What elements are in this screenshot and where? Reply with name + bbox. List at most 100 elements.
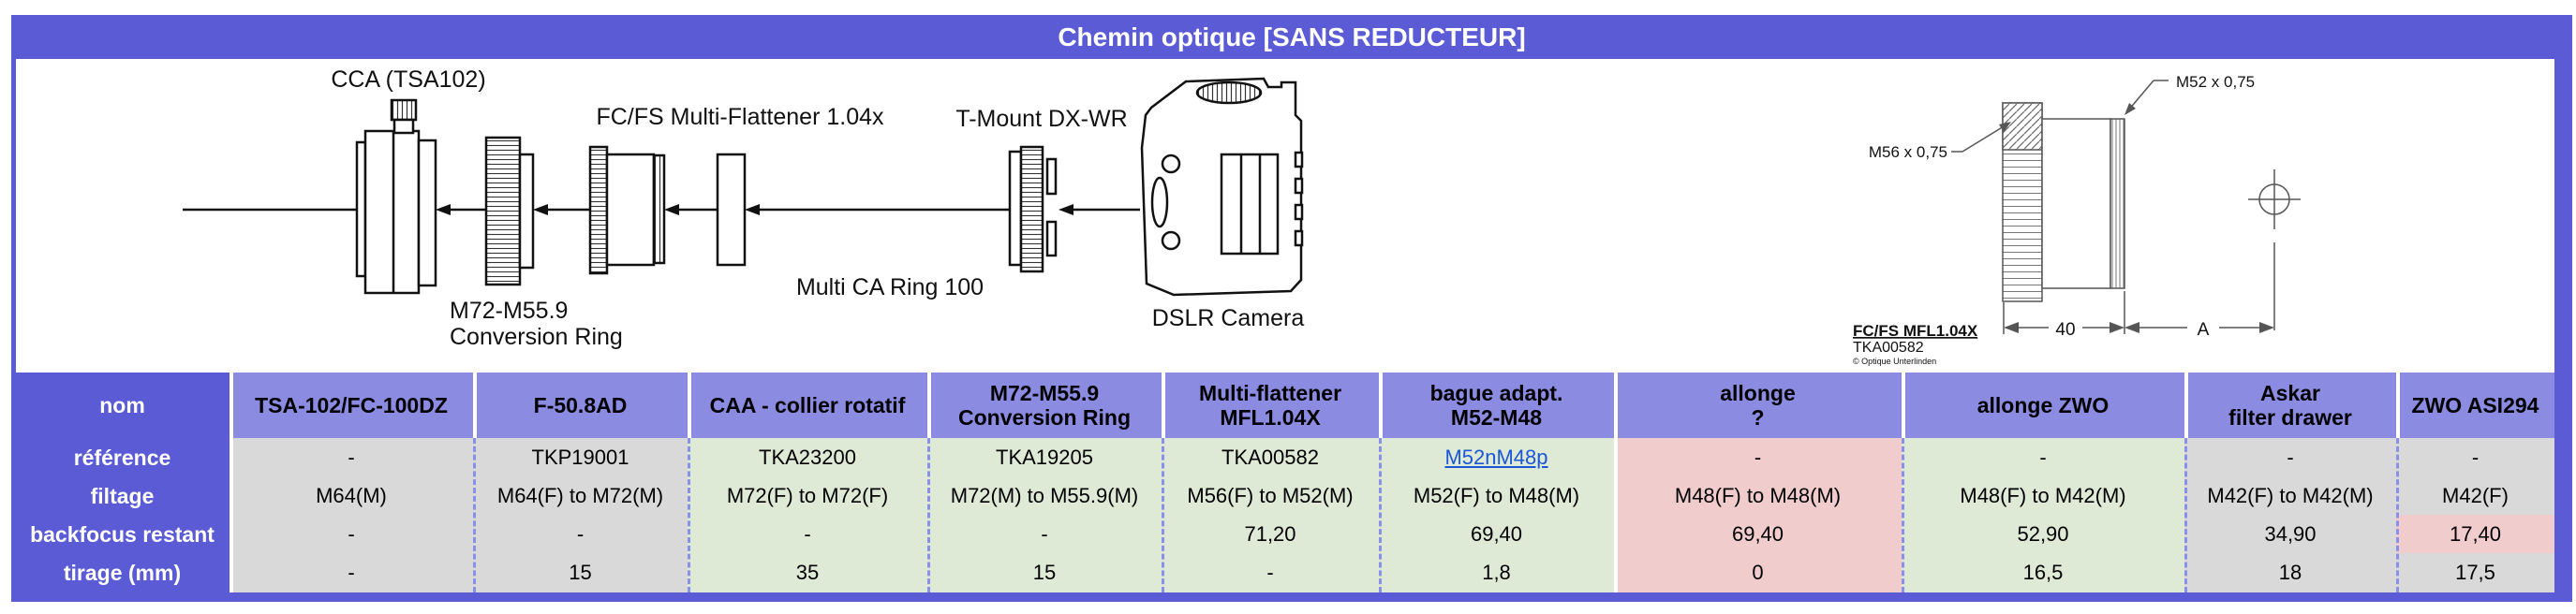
label-dim-40: 40 xyxy=(2055,320,2075,340)
column-separator xyxy=(2184,373,2188,438)
header-cell: Askar filter drawer xyxy=(2184,373,2396,438)
header-cell: TSA-102/FC-100DZ xyxy=(229,373,473,438)
data-cell: M64(F) to M72(M) xyxy=(473,476,688,515)
column-separator xyxy=(1379,373,1383,438)
column-dashed-separator xyxy=(473,438,476,592)
data-cell: - xyxy=(2396,438,2554,476)
optical-chain-drawing xyxy=(183,77,1304,297)
column-dashed-separator xyxy=(688,438,690,592)
data-cell: - xyxy=(688,515,927,553)
column-separator xyxy=(1162,373,1165,438)
data-cell: M56(F) to M52(M) xyxy=(1162,476,1379,515)
label-conversion-ring-line1: M72-M55.9 xyxy=(450,298,568,324)
header-cell: F-50.8AD xyxy=(473,373,688,438)
column-dashed-separator xyxy=(927,438,930,592)
table-column: M72-M55.9 Conversion Ring TKA19205 M72(M) … xyxy=(927,373,1162,592)
table-column: CAA - collier rotatif TKA23200 M72(F) to M… xyxy=(688,373,927,592)
column-separator xyxy=(688,373,691,438)
data-cell: 35 xyxy=(688,553,927,592)
data-cell: 17,40 xyxy=(2396,515,2554,553)
optical-path-diagram: CCA (TSA102) FC/FS Multi-Flattener 1.04x… xyxy=(16,59,2554,373)
row-label: référence xyxy=(15,438,229,476)
corner-label-nom: nom xyxy=(15,373,229,438)
data-cell: - xyxy=(229,438,473,476)
data-cell: M48(F) to M42(M) xyxy=(1902,476,2184,515)
label-t-mount: T-Mount DX-WR xyxy=(955,106,1127,132)
column-dashed-separator xyxy=(1379,438,1382,592)
label-cca: CCA (TSA102) xyxy=(331,66,485,93)
data-cell: 34,90 xyxy=(2184,515,2396,553)
data-cell: - xyxy=(2184,438,2396,476)
data-cell: M64(M) xyxy=(229,476,473,515)
header-cell: CAA - collier rotatif xyxy=(688,373,927,438)
column-dashed-separator xyxy=(2184,438,2187,592)
data-cell: 52,90 xyxy=(1902,515,2184,553)
table-column: Askar filter drawer - M42(F) to M42(M) 34,9… xyxy=(2184,373,2396,592)
label-dim-a: A xyxy=(2198,320,2210,340)
data-cell: TKP19001 xyxy=(473,438,688,476)
data-cell: - xyxy=(1902,438,2184,476)
data-cell: M52nM48p xyxy=(1379,438,1614,476)
data-cell: - xyxy=(1162,553,1379,592)
column-separator xyxy=(927,373,931,438)
data-cell: TKA00582 xyxy=(1162,438,1379,476)
product-reference: TKA00582 xyxy=(1853,340,1924,356)
table-column: Multi-flattener MFL1.04X TKA00582 M56(F) t… xyxy=(1162,373,1379,592)
column-separator xyxy=(473,373,477,438)
data-cell: TKA19205 xyxy=(927,438,1162,476)
data-cell: 15 xyxy=(927,553,1162,592)
column-separator xyxy=(1902,373,1905,438)
column-dashed-separator xyxy=(1162,438,1164,592)
data-cell: M72(F) to M72(F) xyxy=(688,476,927,515)
label-thread-m56: M56 x 0,75 xyxy=(1869,143,1947,161)
row-label: tirage (mm) xyxy=(15,553,229,592)
diagram-svg: CCA (TSA102) FC/FS Multi-Flattener 1.04x… xyxy=(183,66,2301,366)
table-column: ZWO ASI294- M42(F) 17,40 17,5 xyxy=(2396,373,2554,592)
product-credit: © Optique Unterlinden xyxy=(1853,357,1936,366)
table-column: bague adapt. M52-M48 M52nM48p M52(F) to M4… xyxy=(1379,373,1614,592)
header-cell: bague adapt. M52-M48 xyxy=(1379,373,1614,438)
data-cell: 1,8 xyxy=(1379,553,1614,592)
data-cell: 17,5 xyxy=(2396,553,2554,592)
column-separator xyxy=(2396,373,2400,438)
column-separator xyxy=(229,373,233,592)
header-cell: Multi-flattener MFL1.04X xyxy=(1162,373,1379,438)
column-separator xyxy=(1614,373,1618,592)
flattener-technical-drawing xyxy=(1951,80,2301,334)
column-dashed-separator xyxy=(1902,438,1904,592)
data-cell: 69,40 xyxy=(1614,515,1902,553)
column-dashed-separator xyxy=(2396,438,2399,592)
product-name: FC/FS MFL1.04X xyxy=(1853,322,1978,340)
data-cell: 16,5 xyxy=(1902,553,2184,592)
header-cell: ZWO ASI294 xyxy=(2396,373,2554,438)
title-bar: Chemin optique [SANS REDUCTEUR] xyxy=(11,15,2572,59)
label-ca-ring: Multi CA Ring 100 xyxy=(796,274,984,300)
data-cell: - xyxy=(229,515,473,553)
data-cell: 18 xyxy=(2184,553,2396,592)
optical-path-sheet: Chemin optique [SANS REDUCTEUR] xyxy=(11,15,2572,602)
data-cell: 69,40 xyxy=(1379,515,1614,553)
data-cell: 71,20 xyxy=(1162,515,1379,553)
table-column: F-50.8AD TKP19001 M64(F) to M72(M) -15 xyxy=(473,373,688,592)
reference-link[interactable]: M52nM48p xyxy=(1444,445,1548,469)
data-cell: M52(F) to M48(M) xyxy=(1379,476,1614,515)
data-cell: - xyxy=(473,515,688,553)
data-cell: M42(F) to M42(M) xyxy=(2184,476,2396,515)
header-cell: M72-M55.9 Conversion Ring xyxy=(927,373,1162,438)
data-cell: M72(M) to M55.9(M) xyxy=(927,476,1162,515)
table-column: allonge ZWO - M48(F) to M42(M) 52,90 16,5 xyxy=(1902,373,2184,592)
data-cell: 15 xyxy=(473,553,688,592)
data-cell: M42(F) xyxy=(2396,476,2554,515)
label-dslr-camera: DSLR Camera xyxy=(1152,305,1305,331)
adapter-table: nom référence filtage backfocus restant tira… xyxy=(15,373,2554,592)
label-flattener: FC/FS Multi-Flattener 1.04x xyxy=(596,104,884,130)
data-cell: - xyxy=(1614,438,1902,476)
header-cell: allonge ZWO xyxy=(1902,373,2184,438)
data-cell: 0 xyxy=(1614,553,1902,592)
page-title: Chemin optique [SANS REDUCTEUR] xyxy=(1058,22,1526,51)
label-conversion-ring-line2: Conversion Ring xyxy=(450,324,623,350)
data-cell: - xyxy=(229,553,473,592)
label-thread-m52: M52 x 0,75 xyxy=(2176,73,2255,91)
row-label-column: nom référence filtage backfocus restant tira… xyxy=(15,373,229,592)
